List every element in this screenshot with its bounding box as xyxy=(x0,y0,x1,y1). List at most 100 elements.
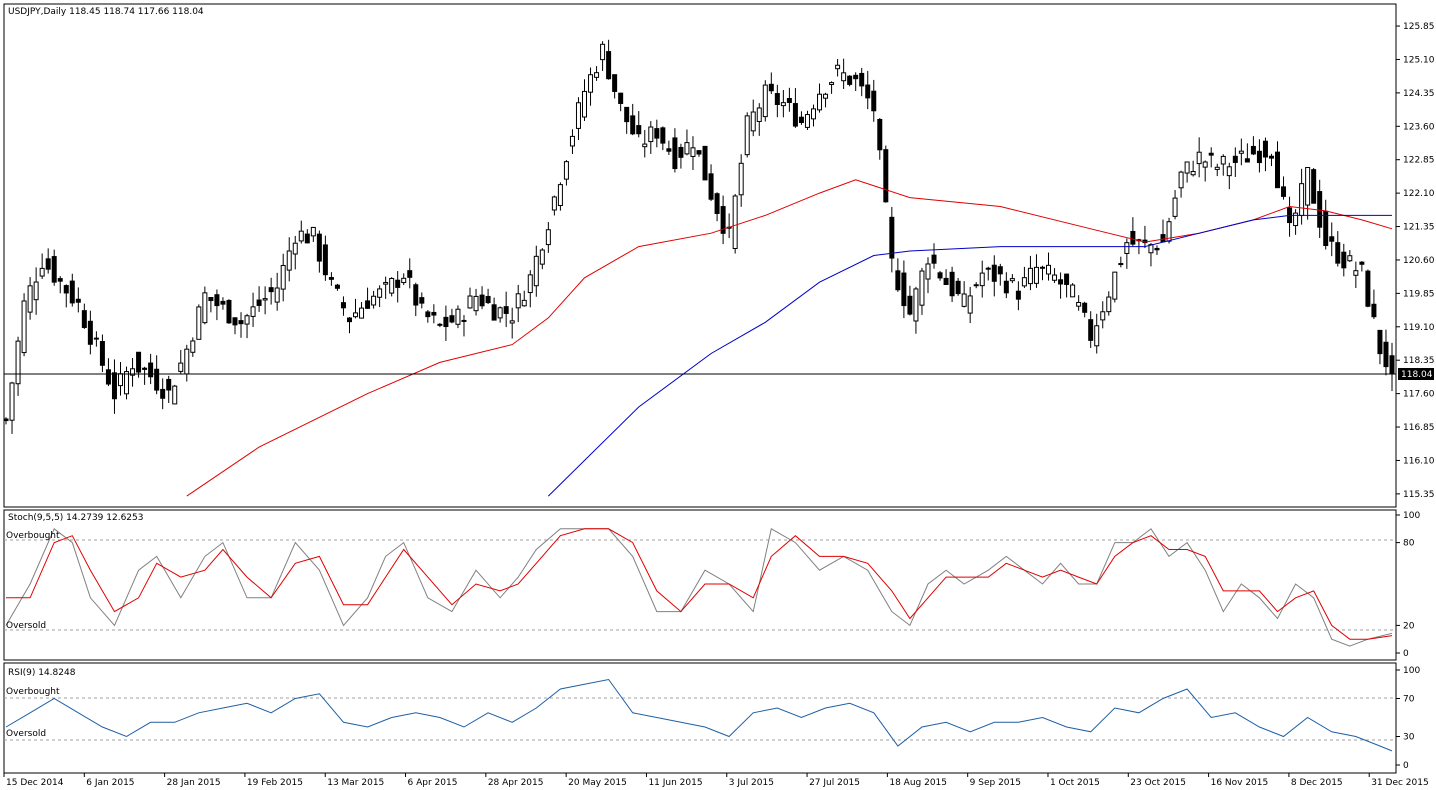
candle-body xyxy=(1365,270,1371,307)
candle-body xyxy=(346,317,352,323)
stoch-tick-label: 80 xyxy=(1403,539,1415,549)
candle-body xyxy=(1383,341,1389,368)
candle-body xyxy=(835,64,841,70)
candle-body xyxy=(979,272,985,287)
candle-body xyxy=(485,295,491,304)
candle-body xyxy=(708,173,714,200)
moving-average-blue-line xyxy=(547,214,1392,497)
rsi-overbought-label: Overbought xyxy=(6,687,60,697)
rsi-tick-label: 100 xyxy=(1403,666,1420,676)
candle-body xyxy=(594,72,600,78)
symbol-header: USDJPY,Daily 118.45 118.74 117.66 118.04 xyxy=(8,7,204,17)
candle-body xyxy=(1039,266,1045,269)
candle-body xyxy=(238,320,244,325)
candle-body xyxy=(1172,197,1178,217)
candle-body xyxy=(1178,171,1184,189)
candle-body xyxy=(172,385,178,405)
candle-body xyxy=(473,295,479,312)
candle-body xyxy=(786,98,792,103)
indicator-axes: 100 80 20 0 100 70 30 0 xyxy=(1396,511,1420,771)
candle-body xyxy=(618,92,624,104)
candle-body xyxy=(1305,167,1311,206)
candle-body xyxy=(262,298,268,301)
candle-body xyxy=(280,264,286,290)
candle-body xyxy=(75,298,81,303)
price-tick-label: 115.35 xyxy=(1403,490,1435,500)
candle-body xyxy=(606,51,612,80)
current-price-tag xyxy=(1398,368,1434,381)
candle-body xyxy=(1244,158,1250,163)
candle-body xyxy=(208,296,214,302)
candle-body xyxy=(1100,311,1106,321)
candle-body xyxy=(196,306,202,340)
candle-body xyxy=(696,150,702,155)
rsi-tick-label: 0 xyxy=(1403,761,1409,771)
candle-body xyxy=(919,270,925,306)
candle-body xyxy=(9,382,15,421)
price-tick-label: 116.85 xyxy=(1403,423,1435,433)
stoch-overbought-label: Overbought xyxy=(6,531,60,541)
candle-body xyxy=(823,93,829,99)
candle-body xyxy=(334,284,340,289)
candle-body xyxy=(286,250,292,271)
stoch-tick-label: 100 xyxy=(1403,511,1420,521)
candle-body xyxy=(27,285,33,313)
time-tick-label: 23 Oct 2015 xyxy=(1130,778,1186,788)
candle-body xyxy=(1359,261,1365,265)
stoch-tick-label: 20 xyxy=(1403,621,1415,631)
candle-body xyxy=(841,72,847,82)
candle-body xyxy=(997,266,1003,275)
candle-body xyxy=(136,351,142,373)
candle-body xyxy=(961,293,967,307)
candle-body xyxy=(829,82,835,85)
time-tick-label: 18 Aug 2015 xyxy=(889,778,947,788)
candle-body xyxy=(93,337,99,340)
candle-body xyxy=(810,108,816,120)
candle-body xyxy=(1389,355,1395,375)
candle-body xyxy=(967,295,973,314)
candle-body xyxy=(768,83,774,92)
candle-body xyxy=(624,106,630,123)
candle-body xyxy=(268,287,274,293)
stoch-tick-label: 0 xyxy=(1403,649,1409,659)
candle-body xyxy=(792,103,798,127)
candle-body xyxy=(1275,151,1281,189)
candle-body xyxy=(304,233,310,244)
stoch-title: Stoch(9,5,5) 14.2739 12.6253 xyxy=(8,513,143,523)
candle-body xyxy=(226,299,232,324)
candle-body xyxy=(1033,266,1039,284)
candle-body xyxy=(1214,166,1220,170)
price-tick-label: 116.10 xyxy=(1403,456,1435,466)
candle-body xyxy=(1160,234,1166,243)
candle-body xyxy=(582,90,588,118)
candle-body xyxy=(925,263,931,280)
candle-body xyxy=(521,299,527,307)
time-tick-label: 13 Mar 2015 xyxy=(327,778,384,788)
candle-body xyxy=(660,127,666,144)
candle-body xyxy=(1250,145,1256,155)
candle-body xyxy=(648,126,654,143)
candle-body xyxy=(1094,325,1100,347)
time-tick-label: 3 Jul 2015 xyxy=(729,778,774,788)
time-tick-label: 20 May 2015 xyxy=(568,778,627,788)
stoch-main-line xyxy=(5,528,1393,647)
candle-body xyxy=(949,271,955,297)
candle-body xyxy=(1268,155,1274,159)
current-price-tag-label: 118.04 xyxy=(1401,370,1433,380)
candle-body xyxy=(99,341,105,366)
candle-body xyxy=(1293,212,1299,227)
candle-body xyxy=(250,306,256,317)
candle-body xyxy=(744,115,750,156)
candle-body xyxy=(1347,255,1353,262)
candle-body xyxy=(1232,155,1238,163)
candle-body xyxy=(889,216,895,259)
candle-body xyxy=(1281,186,1287,197)
time-tick-label: 28 Jan 2015 xyxy=(167,778,221,788)
candle-body xyxy=(220,300,226,305)
candle-body xyxy=(401,277,407,284)
candle-body xyxy=(557,184,563,207)
candle-body xyxy=(1064,273,1070,285)
candle-body xyxy=(1353,270,1359,276)
candle-body xyxy=(750,111,756,132)
candle-body xyxy=(497,307,503,319)
